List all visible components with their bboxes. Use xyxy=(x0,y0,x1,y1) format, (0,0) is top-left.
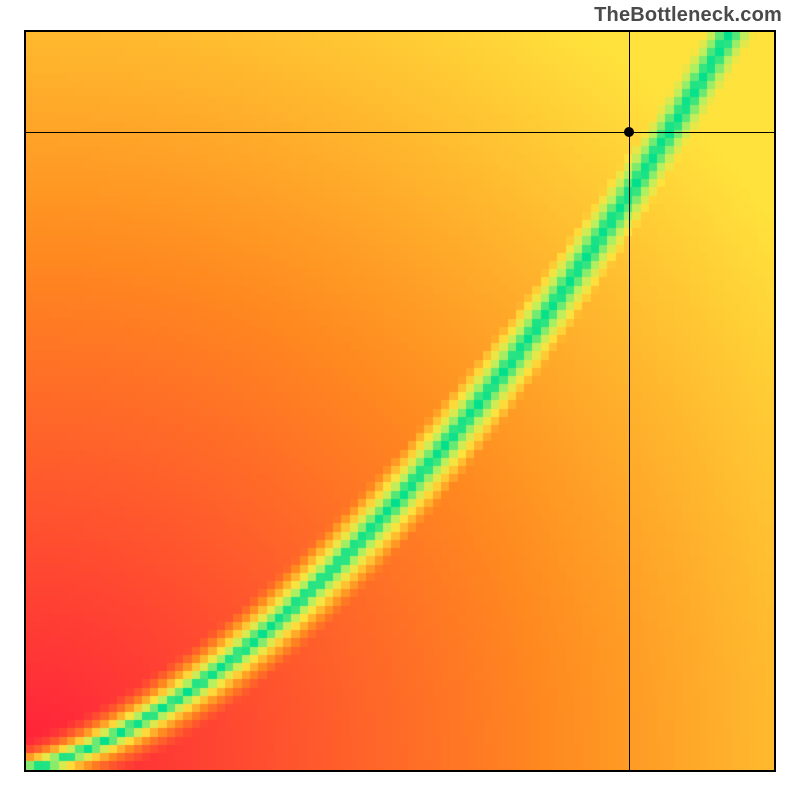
watermark-text: TheBottleneck.com xyxy=(594,4,782,27)
crosshair-vertical xyxy=(629,32,630,770)
bottleneck-heatmap xyxy=(24,30,776,772)
heatmap-canvas xyxy=(26,32,774,770)
selection-marker xyxy=(624,127,634,137)
crosshair-horizontal xyxy=(26,132,774,133)
